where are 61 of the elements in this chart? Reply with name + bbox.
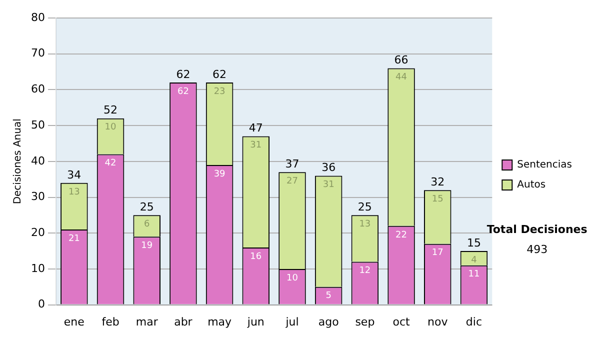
data-label: 17 <box>432 248 444 258</box>
total-label: 34 <box>67 168 82 182</box>
x-tick-label: jun <box>246 315 264 328</box>
x-tick-label: may <box>208 315 232 328</box>
x-tick-label: dic <box>466 315 482 328</box>
y-tick-label: 50 <box>30 118 45 132</box>
x-tick-label: feb <box>102 315 120 328</box>
text: 493 <box>526 242 548 256</box>
data-label: 12 <box>359 266 371 276</box>
y-tick-label: 70 <box>30 46 45 60</box>
data-label: 42 <box>104 158 116 169</box>
y-tick-label: 10 <box>30 262 45 275</box>
total-label: 37 <box>285 158 300 171</box>
x-tick-label: ago <box>318 315 340 328</box>
data-label: 10 <box>286 273 298 284</box>
data-label: 62 <box>177 86 189 97</box>
data-label: 27 <box>286 176 298 186</box>
annotation: Total Decisiones <box>486 222 588 236</box>
total-label: 52 <box>104 104 118 117</box>
x-tick-label: mar <box>136 315 158 328</box>
y-tick-label: 20 <box>30 226 45 239</box>
data-label: 21 <box>68 234 80 244</box>
data-label: 10 <box>104 122 117 133</box>
y-axis-title: Decisiones Anual <box>12 118 24 204</box>
x-tick-label: jul <box>284 315 299 328</box>
y-tick-label: 0 <box>38 298 45 311</box>
data-label: 5 <box>326 291 332 302</box>
data-label: 23 <box>214 86 226 97</box>
total-label: 32 <box>430 175 445 188</box>
total-label: 66 <box>394 54 408 67</box>
data-label: 16 <box>250 252 262 262</box>
x-tick-label: oct <box>392 315 411 328</box>
data-label: 22 <box>396 230 407 240</box>
data-label: 19 <box>141 241 153 252</box>
total-label: 62 <box>176 68 190 81</box>
x-tick-label: ene <box>64 315 85 328</box>
x-tick-label: sep <box>355 315 375 328</box>
data-label: 4 <box>471 255 478 266</box>
total-label: 15 <box>466 236 481 250</box>
data-label: 31 <box>250 140 262 151</box>
data-label: 31 <box>322 180 334 190</box>
data-label: 15 <box>432 194 444 204</box>
data-label: 13 <box>359 220 371 230</box>
total-label: 62 <box>212 68 227 81</box>
y-tick-label: 40 <box>30 154 45 168</box>
legend-label: Autos <box>517 180 546 191</box>
data-label: 6 <box>144 220 150 230</box>
total-label: 25 <box>358 200 372 214</box>
total-label: 36 <box>322 161 336 174</box>
y-tick-label: 60 <box>30 82 45 96</box>
legend-label: Sentencias <box>517 160 572 171</box>
total-label: 25 <box>140 200 154 214</box>
data-label: 11 <box>468 270 480 280</box>
total-label: 47 <box>248 122 263 135</box>
y-tick-label: 30 <box>30 190 45 204</box>
y-tick-label: 80 <box>30 10 45 24</box>
x-tick-label: nov <box>428 315 448 328</box>
x-tick-label: abr <box>174 315 193 328</box>
data-label: 39 <box>214 169 226 180</box>
data-label: 13 <box>68 187 80 198</box>
data-label: 44 <box>396 72 408 83</box>
